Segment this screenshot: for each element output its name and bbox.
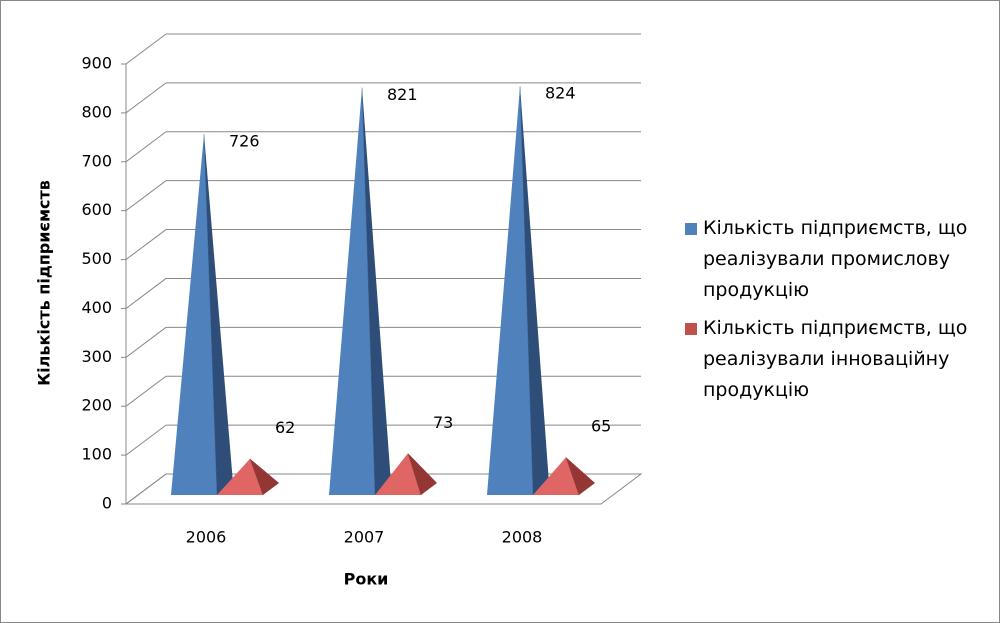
pyramid-face	[487, 86, 533, 496]
pyramid-edge	[249, 458, 264, 496]
pyramid-face	[217, 458, 263, 495]
pyramid	[533, 457, 595, 496]
value-label: 726	[229, 132, 260, 151]
pyramid	[375, 453, 437, 496]
legend: Кількість підприємств, що реалізували пр…	[681, 213, 981, 413]
grid-line	[125, 33, 167, 65]
grid-line	[125, 424, 167, 456]
legend-swatch	[685, 223, 697, 235]
value-label: 821	[387, 85, 418, 104]
value-label: 65	[591, 417, 611, 436]
grid-line	[125, 229, 167, 260]
grid-line	[125, 326, 167, 358]
value-label: 73	[433, 413, 453, 432]
pyramid-side	[408, 453, 437, 495]
grid-line	[125, 180, 167, 212]
pyramid	[171, 134, 233, 496]
pyramid-face	[171, 134, 217, 496]
pyramid	[329, 87, 391, 496]
grid-line	[125, 375, 167, 407]
y-tick-label: 500	[81, 249, 112, 268]
pyramid-side	[204, 134, 233, 496]
legend-label: Кількість підприємств, що реалізували пр…	[703, 217, 968, 301]
grid-line	[125, 82, 167, 114]
pyramid-face	[533, 457, 579, 495]
y-tick-label: 600	[81, 200, 112, 219]
pyramid	[487, 86, 549, 496]
legend-swatch	[685, 323, 697, 335]
pyramid-edge	[361, 87, 376, 496]
pyramid-side	[362, 87, 391, 495]
pyramid-side	[520, 86, 549, 496]
pyramid-edge	[203, 134, 218, 496]
grid-line	[125, 473, 167, 505]
x-tick-label: 2007	[344, 528, 385, 547]
y-tick-label: 800	[81, 102, 112, 121]
value-label: 824	[545, 84, 576, 103]
y-tick-label: 400	[81, 298, 112, 317]
y-tick-label: 300	[81, 347, 112, 366]
pyramid	[217, 458, 279, 496]
pyramid-face	[375, 453, 421, 495]
y-tick-label: 0	[102, 494, 112, 513]
pyramid-edge	[407, 453, 422, 496]
y-tick-label: 200	[81, 396, 112, 415]
grid-line	[125, 278, 167, 309]
x-axis-title: Роки	[344, 570, 389, 589]
pyramid-edge	[565, 457, 580, 496]
pyramid-side	[250, 458, 279, 495]
y-tick-label: 100	[81, 445, 112, 464]
y-axis-title: Кількість підприємств	[35, 180, 54, 386]
pyramid-edge	[519, 86, 534, 496]
value-label: 62	[275, 418, 295, 437]
y-tick-label: 700	[81, 151, 112, 170]
x-tick-label: 2008	[502, 528, 543, 547]
grid-line	[125, 131, 167, 163]
pyramid-face	[329, 87, 375, 495]
legend-item: Кількість підприємств, що реалізували ін…	[681, 313, 981, 406]
y-tick-label: 900	[81, 54, 112, 73]
pyramid-side	[566, 457, 595, 495]
x-tick-label: 2006	[186, 528, 227, 547]
legend-label: Кількість підприємств, що реалізували ін…	[703, 317, 968, 401]
legend-item: Кількість підприємств, що реалізували пр…	[681, 213, 981, 306]
